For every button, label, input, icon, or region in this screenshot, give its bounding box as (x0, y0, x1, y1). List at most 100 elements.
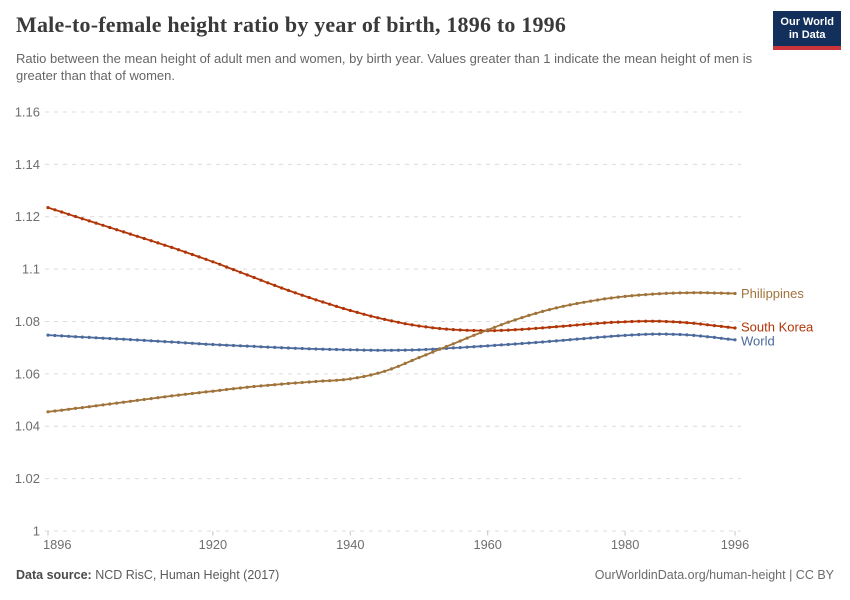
data-point (609, 296, 613, 300)
data-point (609, 320, 613, 324)
data-point (547, 308, 552, 312)
page-title[interactable]: Male-to-female height ratio by year of b… (16, 12, 567, 37)
data-point (609, 334, 613, 338)
y-tick-label: 1.06 (15, 366, 40, 381)
data-point (444, 344, 449, 349)
data-point (699, 322, 703, 326)
data-point (197, 391, 201, 395)
data-point (225, 343, 229, 347)
data-point (520, 327, 524, 331)
data-point (190, 341, 194, 345)
data-point (403, 361, 407, 365)
data-point (513, 342, 517, 346)
data-point (369, 373, 373, 377)
data-point (314, 347, 318, 351)
data-point (321, 300, 325, 304)
data-point (190, 252, 194, 257)
data-point (664, 332, 668, 336)
data-point (527, 313, 531, 317)
data-point (273, 345, 277, 349)
data-point (60, 334, 64, 338)
data-point (506, 342, 510, 347)
data-point (334, 304, 339, 308)
data-point (259, 278, 263, 282)
data-point (719, 336, 723, 340)
data-point (602, 335, 607, 339)
data-point (73, 335, 78, 339)
data-point (204, 257, 208, 261)
data-point (733, 291, 737, 296)
line-path[interactable] (47, 291, 736, 413)
data-point (410, 323, 414, 327)
series-label-world[interactable]: World (741, 333, 775, 348)
data-point (726, 291, 730, 295)
data-point (547, 339, 552, 343)
data-point (94, 336, 98, 340)
data-point (705, 291, 710, 295)
data-point (204, 342, 208, 346)
data-point (431, 347, 435, 351)
data-point (122, 230, 126, 234)
data-point (692, 321, 696, 325)
data-point (67, 334, 71, 338)
data-point (705, 323, 710, 327)
data-point (513, 318, 517, 322)
data-point (341, 378, 345, 382)
data-point (300, 293, 304, 297)
data-point (142, 397, 146, 402)
data-point (424, 347, 428, 352)
data-point (218, 388, 222, 392)
data-point (685, 291, 689, 295)
data-point (554, 306, 559, 310)
data-point (705, 335, 710, 339)
data-point (678, 291, 682, 295)
data-point (712, 324, 717, 328)
data-point (135, 338, 139, 342)
data-point (561, 324, 565, 328)
data-point (671, 320, 675, 324)
data-point (170, 394, 174, 398)
data-point (444, 327, 449, 331)
series-line-philippines[interactable] (46, 291, 737, 414)
data-point (328, 302, 332, 306)
data-point (383, 369, 387, 373)
owid-logo[interactable]: Our World in Data (773, 11, 841, 50)
x-tick-label: 1980 (611, 537, 639, 552)
data-point (499, 328, 503, 332)
footer-link[interactable]: OurWorldinData.org/human-height | CC BY (594, 568, 834, 582)
data-point (589, 322, 593, 326)
data-point (238, 270, 242, 274)
data-point (101, 403, 105, 407)
data-point (286, 288, 290, 292)
data-point (87, 219, 91, 223)
data-point (307, 347, 311, 351)
data-point (355, 348, 359, 352)
data-point (554, 325, 559, 329)
data-point (94, 404, 98, 408)
data-point (486, 344, 490, 348)
data-point (685, 333, 689, 337)
data-point (211, 342, 215, 347)
data-point (128, 399, 132, 403)
series-label-philippines[interactable]: Philippines (741, 286, 804, 301)
data-point (314, 298, 318, 302)
data-point (362, 348, 366, 352)
y-tick-label: 1.1 (22, 262, 40, 277)
y-tick-label: 1.16 (15, 105, 40, 120)
y-tick-label: 1.08 (15, 314, 40, 329)
data-point (499, 343, 503, 347)
data-point (671, 291, 675, 295)
data-point (596, 321, 600, 325)
data-point (465, 345, 469, 349)
series-line-south-korea[interactable] (46, 206, 737, 333)
data-point (225, 387, 229, 392)
data-point (238, 344, 242, 348)
data-point (582, 300, 586, 304)
data-point (46, 410, 50, 414)
data-point (115, 337, 119, 341)
series-label-south-korea[interactable]: South Korea (741, 319, 814, 334)
data-point (122, 400, 126, 404)
data-point (520, 341, 524, 346)
series-line-world[interactable] (46, 332, 737, 352)
